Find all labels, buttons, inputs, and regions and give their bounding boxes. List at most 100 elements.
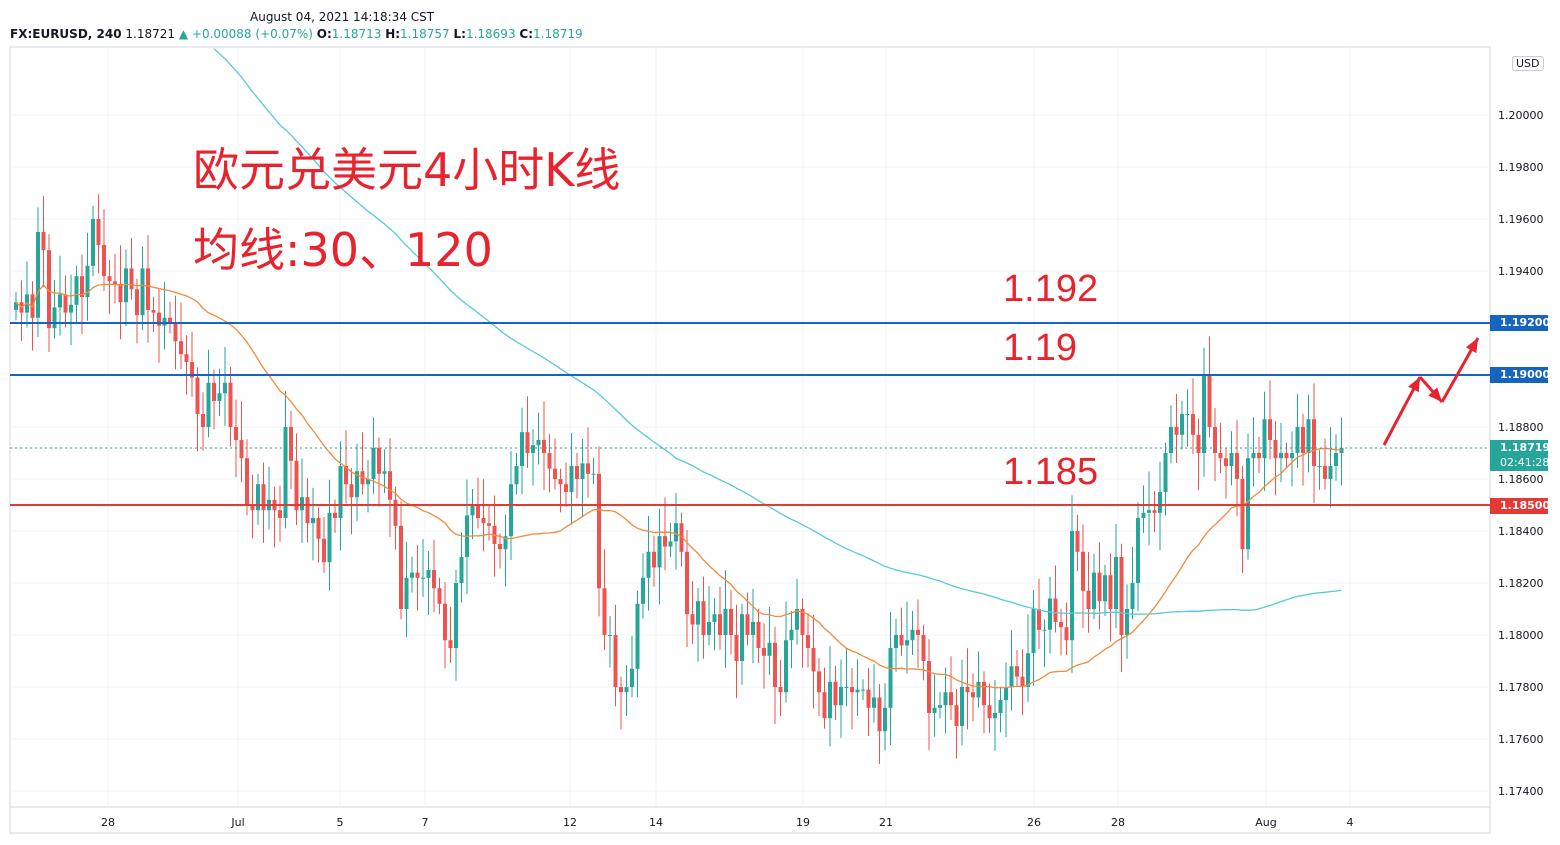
y-tick-label: 1.17600 bbox=[1498, 733, 1544, 746]
candle-body bbox=[1136, 518, 1140, 583]
price-tag-1185: 1.18500 bbox=[1490, 498, 1550, 514]
candle-body bbox=[817, 671, 821, 693]
candle-body bbox=[927, 661, 931, 713]
x-tick-label: 21 bbox=[879, 816, 893, 829]
candle-body bbox=[41, 232, 46, 251]
candle-body bbox=[1240, 479, 1245, 550]
candle-body bbox=[113, 281, 117, 284]
candle-body bbox=[641, 577, 645, 604]
candle-body bbox=[1070, 531, 1074, 641]
candle-body bbox=[1092, 572, 1096, 609]
candle-body bbox=[762, 648, 766, 656]
candle-body bbox=[1075, 531, 1080, 552]
candle-body bbox=[184, 354, 189, 362]
candle-body bbox=[1213, 427, 1217, 453]
candle-body bbox=[707, 622, 711, 635]
candle-body bbox=[685, 551, 689, 615]
x-tick-label: 14 bbox=[649, 816, 663, 829]
candle-body bbox=[960, 687, 964, 726]
candle-body bbox=[833, 681, 838, 706]
candle-body bbox=[696, 601, 700, 625]
candle-body bbox=[987, 705, 992, 719]
high-value: 1.18757 bbox=[400, 27, 450, 41]
candle-body bbox=[58, 294, 62, 308]
candle-body bbox=[410, 572, 414, 578]
candle-body bbox=[806, 635, 810, 648]
candle-body bbox=[179, 341, 183, 355]
candle-body bbox=[1334, 453, 1338, 466]
x-tick-label: 28 bbox=[101, 816, 115, 829]
change-value: ▲ +0.00088 (+0.07%) bbox=[178, 27, 313, 41]
candle-body bbox=[80, 276, 84, 297]
candle-body bbox=[679, 523, 684, 552]
candle-body bbox=[630, 668, 634, 687]
candle-body bbox=[1048, 598, 1052, 630]
candle-body bbox=[1097, 572, 1102, 602]
candle-body bbox=[932, 707, 937, 713]
candle-body bbox=[1130, 583, 1135, 609]
candle-body bbox=[1306, 419, 1311, 453]
candle-body bbox=[712, 614, 717, 622]
candle-body bbox=[1229, 453, 1234, 466]
symbol-label[interactable]: FX:EURUSD, 240 bbox=[10, 27, 122, 41]
candle-body bbox=[767, 642, 772, 656]
chart-title-line2: 均线:30、120 bbox=[193, 223, 493, 277]
candle-body bbox=[514, 466, 519, 485]
arrow-up-1-head bbox=[1408, 377, 1420, 393]
candle-body bbox=[190, 362, 194, 378]
candle-body bbox=[36, 232, 40, 318]
candle-body bbox=[1103, 575, 1107, 602]
candle-body bbox=[745, 614, 750, 635]
candle-body bbox=[1114, 557, 1118, 609]
candle-body bbox=[646, 551, 651, 578]
arrow-down-head bbox=[1428, 387, 1442, 402]
candle-body bbox=[74, 276, 79, 305]
candle-body bbox=[388, 471, 392, 500]
candle-body bbox=[624, 687, 629, 693]
candle-body bbox=[619, 687, 623, 693]
candle-body bbox=[377, 447, 381, 474]
low-value: 1.18693 bbox=[465, 27, 516, 41]
candle-body bbox=[157, 312, 161, 326]
candle-body bbox=[1125, 609, 1129, 635]
low-label: L: bbox=[453, 27, 466, 41]
candle-body bbox=[1064, 627, 1069, 641]
candle-body bbox=[542, 440, 546, 453]
candle-body bbox=[1158, 492, 1162, 513]
candle-body bbox=[1257, 453, 1261, 459]
candle-body bbox=[855, 689, 860, 693]
currency-button[interactable]: USD bbox=[1512, 56, 1544, 71]
candle-body bbox=[201, 414, 205, 427]
candle-body bbox=[481, 518, 486, 524]
close-label: C: bbox=[519, 27, 534, 41]
candle-body bbox=[916, 629, 920, 635]
candle-body bbox=[536, 440, 541, 446]
open-label: O: bbox=[316, 27, 332, 41]
y-tick-label: 1.19400 bbox=[1498, 265, 1544, 278]
candle-body bbox=[195, 377, 200, 414]
candle-body bbox=[1174, 427, 1179, 435]
close-value: 1.18719 bbox=[533, 27, 583, 41]
y-tick-label: 1.20000 bbox=[1498, 109, 1544, 122]
candle-body bbox=[404, 577, 409, 609]
candle-body bbox=[1081, 551, 1085, 591]
open-value: 1.18713 bbox=[331, 27, 382, 41]
candle-body bbox=[1169, 427, 1173, 453]
candle-body bbox=[256, 484, 260, 511]
candle-body bbox=[426, 570, 431, 578]
candle-body bbox=[294, 460, 299, 511]
price-tag-119: 1.19000 bbox=[1490, 367, 1550, 383]
candle-body bbox=[899, 635, 904, 646]
candle-body bbox=[371, 447, 376, 479]
candle-body bbox=[910, 629, 915, 641]
candle-body bbox=[212, 382, 216, 401]
plot-area bbox=[9, 46, 1491, 834]
y-tick-label: 1.17800 bbox=[1498, 681, 1544, 694]
candle-body bbox=[525, 432, 530, 453]
candle-body bbox=[800, 609, 805, 635]
candle-body bbox=[597, 473, 601, 589]
candle-body bbox=[993, 713, 997, 719]
projection-arrows bbox=[1382, 337, 1480, 446]
candle-body bbox=[1323, 466, 1327, 479]
